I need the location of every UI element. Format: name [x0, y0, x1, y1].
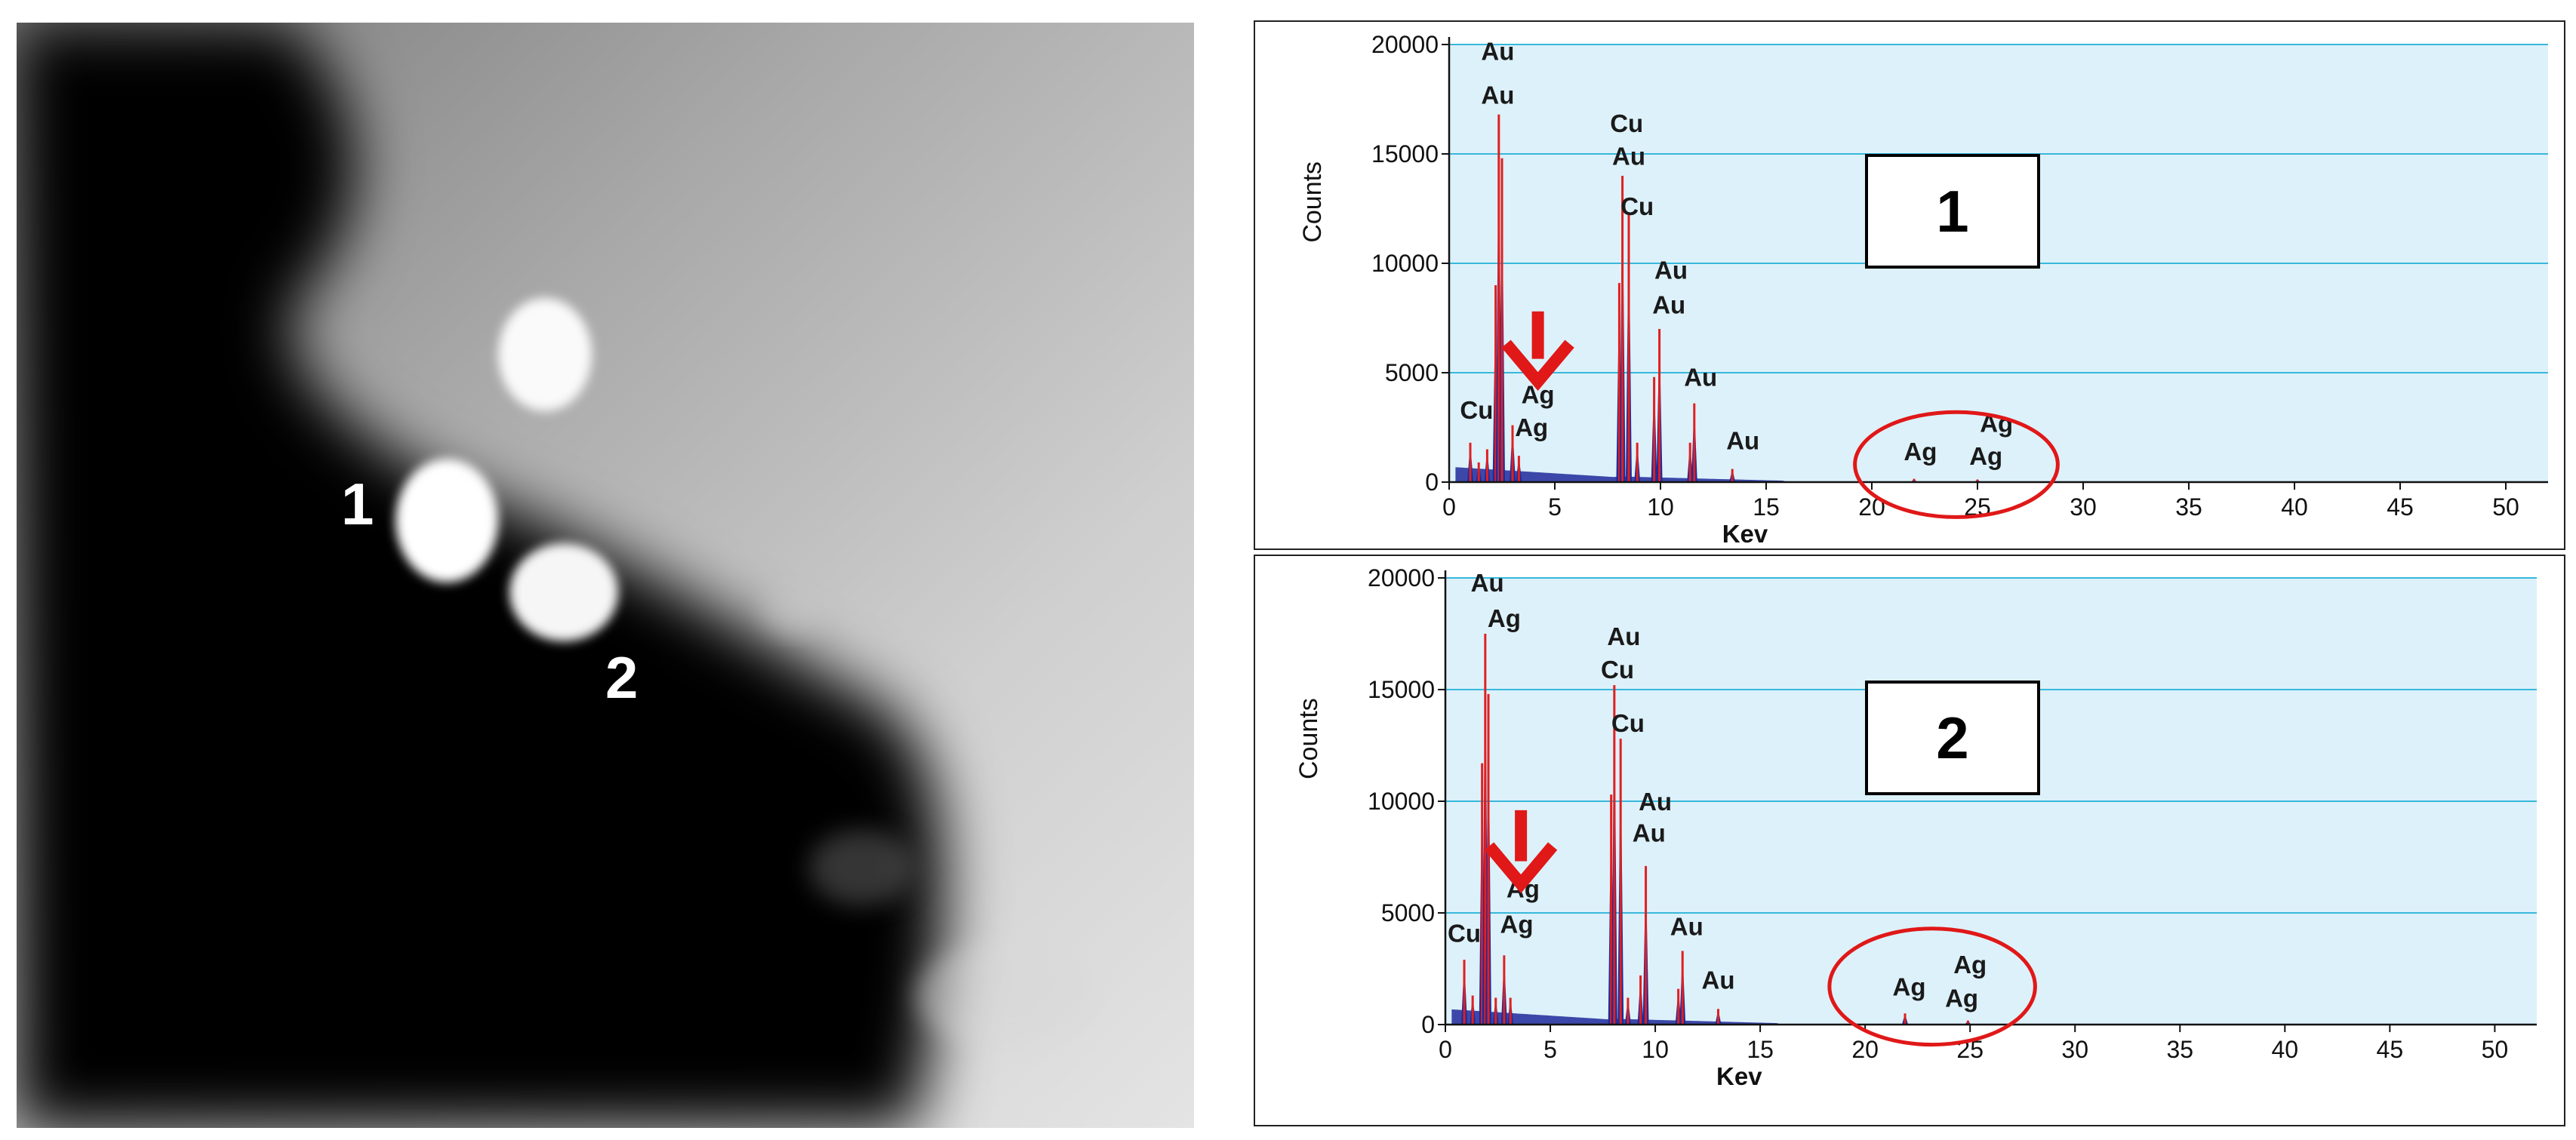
y-tick-label: 5000	[1381, 899, 1435, 926]
x-tick-label: 15	[1747, 1036, 1774, 1063]
y-tick-label: 20000	[1368, 564, 1435, 592]
x-tick-label: 35	[2166, 1036, 2193, 1063]
peak-label: Au	[1607, 622, 1640, 650]
red-arrow-head	[1484, 842, 1558, 893]
x-tick-label: 40	[2272, 1036, 2299, 1063]
y-tick-label: 10000	[1368, 788, 1435, 815]
x-tick-label: 10	[1642, 1036, 1669, 1063]
peak-label: Au	[1481, 37, 1514, 65]
x-tick-label: 20	[1858, 493, 1885, 521]
x-axis-title: Kev	[1716, 1062, 1762, 1090]
x-tick-label: 30	[2070, 493, 2097, 521]
x-tick-label: 5	[1548, 493, 1562, 521]
y-tick-label: 15000	[1368, 676, 1435, 703]
x-tick-label: 50	[2492, 493, 2519, 521]
y-axis-title: Counts	[1294, 698, 1323, 779]
peak-label: Ag	[1515, 413, 1548, 441]
peak-label: Cu	[1460, 396, 1493, 424]
red-arrow-head	[1501, 340, 1574, 392]
y-tick-label: 15000	[1371, 140, 1439, 167]
y-tick-label: 0	[1425, 469, 1439, 496]
point-label-2: 2	[605, 644, 638, 711]
panel-number-box	[1865, 154, 2040, 269]
x-tick-label: 45	[2377, 1036, 2404, 1063]
peak-label: Au	[1481, 81, 1514, 109]
peak-label: Au	[1471, 569, 1504, 597]
peak-label: Au	[1726, 427, 1759, 455]
y-tick-label: 10000	[1371, 250, 1439, 277]
y-tick-label: 20000	[1371, 31, 1439, 58]
panel-number: 2	[1936, 705, 1968, 771]
x-tick-label: 35	[2175, 493, 2202, 521]
nanoparticle	[498, 298, 592, 411]
peak-label: Au	[1633, 819, 1666, 847]
peak-label: Ag	[1904, 438, 1937, 466]
x-axis-title: Kev	[1722, 520, 1768, 548]
peak-label: Au	[1652, 291, 1685, 319]
peak-label: Cu	[1611, 709, 1645, 737]
peak-label: Au	[1702, 966, 1735, 994]
nanoparticle	[395, 459, 498, 582]
peak-label: Cu	[1620, 192, 1654, 220]
x-tick-label: 45	[2387, 493, 2414, 521]
peak-label: Ag	[1893, 973, 1926, 1001]
y-axis-title: Counts	[1298, 161, 1327, 243]
x-tick-label: 50	[2482, 1036, 2509, 1063]
peak-label: Ag	[1500, 911, 1534, 939]
point-label-1: 1	[341, 471, 374, 537]
red-ellipse	[1853, 410, 2060, 519]
x-tick-label: 30	[2061, 1036, 2088, 1063]
x-tick-label: 5	[1543, 1036, 1557, 1063]
x-tick-label: 0	[1439, 1036, 1452, 1063]
peak-label: Au	[1612, 143, 1645, 171]
y-tick-label: 5000	[1385, 359, 1439, 386]
x-tick-label: 0	[1442, 493, 1456, 521]
peak-label: Ag	[1488, 604, 1521, 632]
panel-number: 1	[1936, 178, 1968, 244]
peak-label: Ag	[1953, 951, 1987, 979]
peak-label: Au	[1684, 363, 1717, 391]
x-tick-label: 20	[1851, 1036, 1879, 1063]
x-tick-label: 15	[1753, 493, 1780, 521]
peak-label: Au	[1670, 913, 1703, 941]
panel-number-box	[1865, 681, 2040, 795]
peak-label: Ag	[1969, 442, 2002, 470]
y-tick-label: 0	[1421, 1011, 1435, 1038]
nanoparticle	[509, 543, 618, 641]
red-ellipse	[1827, 926, 2037, 1047]
x-tick-label: 10	[1647, 493, 1674, 521]
peak-label: Au	[1654, 256, 1688, 284]
peak-label: Au	[1639, 788, 1672, 816]
peak-label: Cu	[1601, 656, 1634, 684]
x-tick-label: 40	[2281, 493, 2308, 521]
spectrum-continuum	[1455, 467, 1787, 482]
peak-label: Ag	[1945, 984, 1978, 1012]
spectrum-continuum	[1451, 1009, 1781, 1025]
peak-label: Cu	[1610, 109, 1643, 137]
tem-micrograph: 1 2	[17, 23, 1194, 1128]
peak-label: Cu	[1448, 919, 1481, 947]
